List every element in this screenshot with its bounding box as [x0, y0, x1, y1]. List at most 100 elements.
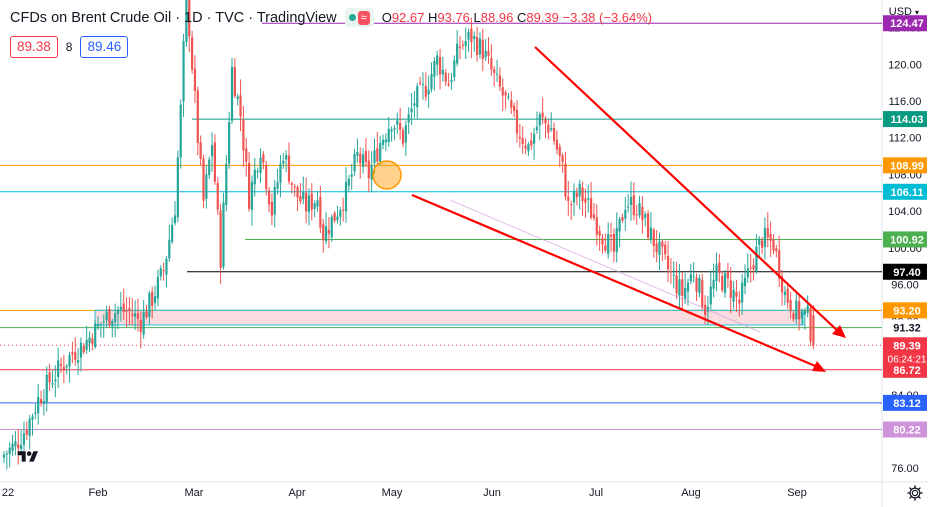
candle-body[interactable]	[236, 96, 239, 100]
candle-body[interactable]	[287, 155, 291, 182]
candle-body[interactable]	[766, 227, 769, 238]
candle-body[interactable]	[45, 374, 48, 403]
candle-body[interactable]	[119, 306, 122, 310]
candle-body[interactable]	[396, 120, 399, 125]
candle-body[interactable]	[612, 233, 615, 252]
candle-body[interactable]	[721, 275, 724, 291]
candle-body[interactable]	[561, 155, 564, 162]
candle-body[interactable]	[550, 128, 553, 130]
candle-body[interactable]	[88, 337, 91, 344]
candle-body[interactable]	[364, 150, 368, 163]
candle-body[interactable]	[111, 321, 114, 327]
candle-body[interactable]	[666, 255, 670, 270]
market-status-pill[interactable]: ≈	[344, 8, 374, 27]
candle-body[interactable]	[795, 300, 798, 320]
candle-body[interactable]	[242, 120, 245, 151]
candle-body[interactable]	[669, 271, 672, 273]
candle-body[interactable]	[649, 227, 653, 240]
candle-body[interactable]	[798, 301, 801, 320]
candle-body[interactable]	[607, 234, 610, 254]
support-zone-rect[interactable]	[94, 309, 804, 326]
candle-body[interactable]	[322, 224, 325, 241]
candle-body[interactable]	[695, 277, 698, 292]
candle-body[interactable]	[587, 198, 590, 200]
candle-body[interactable]	[498, 75, 501, 87]
candle-body[interactable]	[8, 447, 11, 455]
candle-body[interactable]	[77, 360, 80, 363]
candle-body[interactable]	[635, 214, 638, 216]
candle-body[interactable]	[803, 310, 806, 315]
candle-body[interactable]	[604, 245, 607, 251]
candle-body[interactable]	[342, 209, 345, 211]
candle-body[interactable]	[362, 154, 365, 167]
candle-body[interactable]	[65, 365, 68, 368]
candle-body[interactable]	[578, 183, 581, 197]
candle-body[interactable]	[153, 296, 157, 303]
candle-body[interactable]	[661, 241, 664, 247]
candle-body[interactable]	[809, 307, 812, 342]
candle-body[interactable]	[399, 123, 402, 130]
candle-body[interactable]	[22, 433, 26, 445]
candle-body[interactable]	[473, 35, 476, 39]
candle-body[interactable]	[356, 151, 359, 156]
candle-body[interactable]	[165, 258, 168, 275]
candle-body[interactable]	[11, 443, 14, 451]
currency-selector[interactable]: USD ▾	[889, 6, 919, 18]
candle-body[interactable]	[513, 105, 516, 111]
candle-body[interactable]	[575, 192, 578, 198]
candle-body[interactable]	[510, 100, 513, 108]
candle-body[interactable]	[738, 299, 741, 304]
candle-body[interactable]	[438, 57, 442, 75]
candle-body[interactable]	[538, 114, 541, 126]
candle-body[interactable]	[478, 38, 482, 55]
candle-body[interactable]	[336, 216, 339, 221]
candle-body[interactable]	[136, 313, 140, 319]
candle-body[interactable]	[159, 268, 162, 277]
candle-body[interactable]	[461, 44, 464, 46]
candle-body[interactable]	[71, 352, 74, 355]
candle-body[interactable]	[330, 216, 333, 238]
tradingview-logo-icon[interactable]	[16, 449, 40, 465]
candle-body[interactable]	[524, 145, 527, 149]
candle-body[interactable]	[359, 153, 362, 164]
candle-body[interactable]	[270, 202, 273, 216]
candle-body[interactable]	[230, 66, 234, 121]
sell-price-button[interactable]: 89.38	[10, 36, 58, 58]
candle-body[interactable]	[208, 159, 211, 176]
candle-body[interactable]	[504, 92, 507, 96]
candle-body[interactable]	[57, 360, 60, 377]
buy-price-button[interactable]: 89.46	[80, 36, 129, 58]
candle-body[interactable]	[567, 196, 570, 201]
candle-body[interactable]	[515, 110, 519, 134]
candle-body[interactable]	[51, 383, 54, 385]
candle-body[interactable]	[265, 164, 268, 190]
candle-body[interactable]	[293, 186, 296, 188]
symbol-title[interactable]: CFDs on Brent Crude Oil · 1D · TVC · Tra…	[10, 9, 337, 26]
candle-body[interactable]	[327, 229, 330, 234]
candle-body[interactable]	[256, 171, 259, 173]
candle-body[interactable]	[310, 193, 313, 210]
candle-body[interactable]	[704, 304, 707, 316]
candle-body[interactable]	[142, 311, 145, 335]
candle-body[interactable]	[34, 412, 37, 414]
candle-body[interactable]	[456, 43, 459, 64]
candle-body[interactable]	[353, 154, 356, 172]
candle-body[interactable]	[407, 114, 410, 123]
candle-body[interactable]	[267, 190, 271, 205]
candle-body[interactable]	[202, 158, 205, 201]
candle-body[interactable]	[453, 60, 456, 78]
candle-body[interactable]	[681, 279, 684, 297]
candle-body[interactable]	[419, 82, 422, 84]
candle-body[interactable]	[778, 250, 781, 279]
candle-body[interactable]	[313, 203, 316, 209]
candle-body[interactable]	[763, 228, 767, 247]
candle-body[interactable]	[470, 28, 473, 43]
candle-body[interactable]	[253, 169, 256, 185]
candle-body[interactable]	[410, 108, 413, 113]
candle-body[interactable]	[544, 119, 547, 124]
candle-body[interactable]	[424, 85, 427, 97]
candle-body[interactable]	[595, 217, 598, 235]
candle-body[interactable]	[658, 241, 661, 256]
candle-body[interactable]	[581, 187, 584, 202]
candle-body[interactable]	[601, 237, 604, 245]
